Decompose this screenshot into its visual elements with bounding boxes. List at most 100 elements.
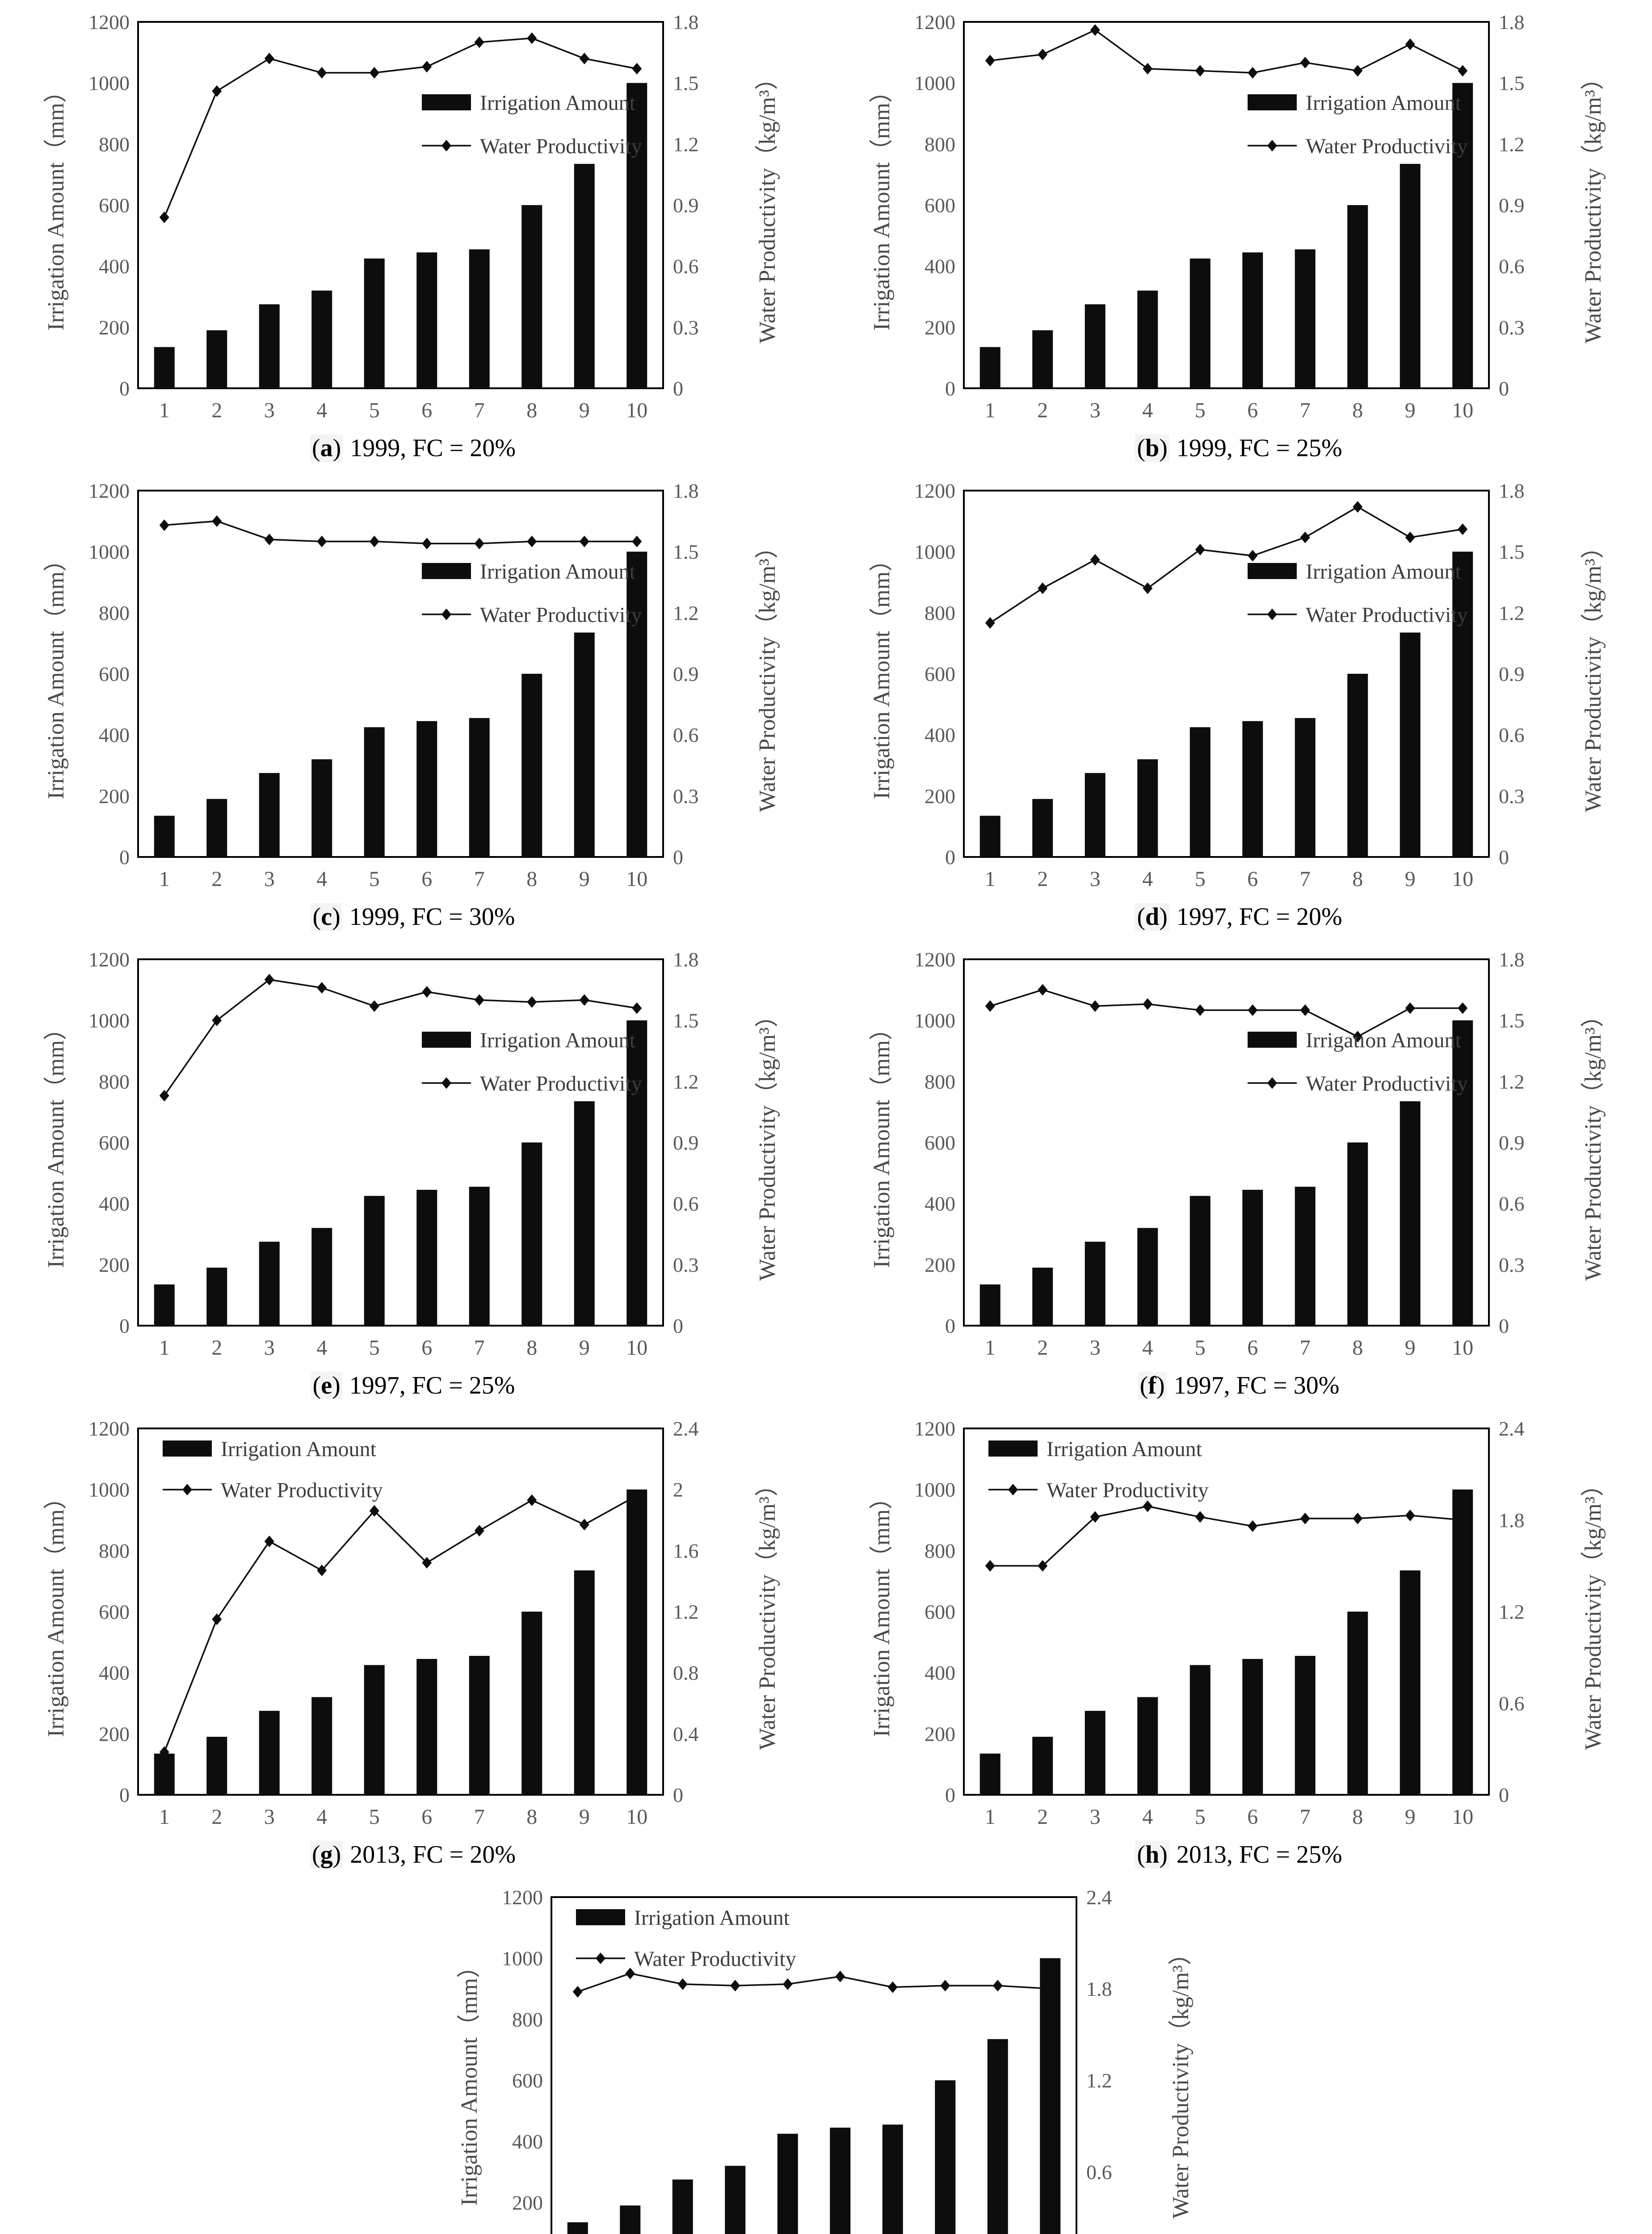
left-axis-tick-label: 200 [925, 1722, 955, 1745]
caption-label-box: (f) [1138, 1372, 1167, 1400]
right-axis-tick-label: 1.5 [1499, 72, 1525, 95]
diamond-marker [1405, 1002, 1415, 1014]
chart-svg-h: 0 200 400 600 800 1000 1200 0 0.6 1.2 1.8 2.4 1 2 3 4 5 6… [869, 1417, 1606, 1829]
right-axis-tick-label: 2.4 [673, 1417, 699, 1440]
diamond-marker [1405, 531, 1415, 543]
right-axis-tick-label: 1.5 [673, 541, 699, 563]
irrigation-bar [724, 2166, 745, 2234]
x-axis-tick-label: 3 [1090, 1805, 1101, 1829]
irrigation-bar [979, 1285, 1000, 1326]
diamond-marker [985, 617, 995, 629]
diamond-marker [632, 536, 642, 548]
irrigation-bar [1347, 205, 1368, 388]
right-axis-tick-label: 0 [673, 377, 683, 400]
caption-text: 1997, FC = 25% [349, 1372, 515, 1400]
right-axis-tick-label: 1.6 [673, 1539, 699, 1562]
x-axis-tick-label: 1 [159, 1336, 170, 1360]
x-axis-tick-label: 1 [159, 1805, 170, 1829]
x-axis-tick-label: 9 [579, 399, 590, 422]
chart-cell-b: 0 200 400 600 800 1000 1200 0 0.3 0.6 0.9 1.2 1.5 1.8… [826, 6, 1652, 463]
diamond-marker [1038, 48, 1048, 60]
diamond-marker [422, 61, 432, 73]
caption-text: 2013, FC = 20% [350, 1840, 516, 1869]
left-axis-tick-label: 1000 [914, 541, 955, 563]
chart-caption: (e) 1997, FC = 25% [311, 1371, 515, 1401]
right-axis-tick-label: 0 [673, 1784, 683, 1806]
x-axis-tick-label: 5 [1195, 1805, 1206, 1829]
irrigation-bar [311, 290, 332, 388]
legend-bar-label: Irrigation Amount [1047, 1437, 1202, 1461]
irrigation-bar [1039, 1958, 1060, 2234]
legend-line-label: Water Productivity [634, 1947, 796, 1971]
diamond-marker [677, 1978, 688, 1990]
plot-border [137, 1427, 664, 1796]
diamond-marker [1405, 1509, 1415, 1521]
right-axis-tick-label: 1.2 [673, 1600, 699, 1623]
irrigation-bar [154, 1753, 175, 1795]
right-axis-tick-label: 0.3 [673, 785, 699, 808]
right-axis-title: Water Productivity（kg/m³） [755, 67, 780, 343]
left-axis-tick-label: 0 [945, 1314, 955, 1337]
legend-line-label: Water Productivity [480, 1072, 642, 1096]
left-axis-title: Irrigation Amount（mm） [43, 1486, 69, 1737]
left-axis-tick-label: 800 [925, 1071, 955, 1093]
diamond-marker [527, 536, 537, 548]
right-axis-tick-label: 0.9 [673, 194, 699, 217]
diamond-marker [632, 1489, 642, 1501]
irrigation-bar [1032, 1736, 1053, 1795]
legend-line-marker [441, 1077, 451, 1089]
diamond-marker [264, 974, 274, 986]
diamond-marker [1300, 57, 1310, 69]
x-axis-tick-label: 10 [1452, 867, 1473, 891]
irrigation-bar [521, 1142, 542, 1326]
water-productivity-line [990, 1505, 1463, 1566]
irrigation-bar [521, 1611, 542, 1795]
diamond-marker [1458, 523, 1468, 535]
diamond-marker [1300, 1004, 1310, 1016]
chart-caption: (g) 2013, FC = 20% [310, 1840, 516, 1870]
chart-svg-a: 0 200 400 600 800 1000 1200 0 0.3 0.6 0.9 1.2 1.5 1.8… [43, 11, 780, 422]
irrigation-bar [1190, 1196, 1211, 1326]
left-axis-tick-label: 200 [925, 785, 955, 808]
x-axis-tick-label: 10 [1452, 399, 1473, 422]
left-axis-title: Irrigation Amount（mm） [869, 80, 895, 331]
diamond-marker [1090, 554, 1100, 566]
irrigation-bar [1032, 330, 1053, 388]
left-axis-tick-label: 400 [925, 1661, 955, 1684]
x-axis-tick-label: 5 [1195, 867, 1206, 891]
legend-bar-swatch [422, 1032, 471, 1048]
left-axis-tick-label: 1000 [88, 72, 130, 95]
right-axis-tick-label: 1.8 [1499, 1509, 1525, 1532]
legend-line-label: Water Productivity [480, 603, 642, 627]
chart-svg-d: 0 200 400 600 800 1000 1200 0 0.3 0.6 0.9 1.2 1.5 1.8… [869, 479, 1606, 891]
left-axis-title: Irrigation Amount（mm） [43, 548, 69, 799]
right-axis-tick-label: 0 [1499, 846, 1509, 869]
x-axis-tick-label: 4 [1142, 1805, 1153, 1829]
legend-bar-swatch [422, 563, 471, 579]
left-axis-tick-label: 600 [99, 663, 130, 685]
plot-border [137, 21, 664, 389]
left-axis-title: Irrigation Amount（mm） [43, 80, 69, 331]
chart-caption: (f) 1997, FC = 30% [1138, 1371, 1339, 1401]
diamond-marker [632, 1002, 642, 1014]
irrigation-bar [987, 2039, 1008, 2234]
right-axis-tick-label: 1.2 [1499, 1071, 1525, 1093]
x-axis-tick-label: 5 [369, 1805, 380, 1829]
left-axis-title: Irrigation Amount（mm） [869, 548, 895, 799]
water-productivity-line [164, 520, 637, 545]
left-axis-tick-label: 600 [99, 194, 130, 217]
left-axis-tick-label: 200 [99, 316, 130, 339]
legend-line-label: Water Productivity [1306, 134, 1468, 158]
diamond-marker [1143, 998, 1153, 1010]
irrigation-bar [1242, 721, 1263, 857]
diamond-marker [369, 536, 379, 548]
irrigation-bar [311, 1228, 332, 1326]
diamond-marker [264, 53, 274, 64]
x-axis-tick-label: 4 [316, 1805, 327, 1829]
chart-caption: (d) 1997, FC = 20% [1135, 902, 1342, 932]
diamond-marker [1143, 582, 1153, 594]
diamond-marker [317, 536, 327, 548]
irrigation-bar [1137, 759, 1158, 857]
right-axis-tick-label: 1.2 [673, 133, 699, 155]
right-axis-title: Water Productivity（kg/m³） [755, 1004, 780, 1281]
